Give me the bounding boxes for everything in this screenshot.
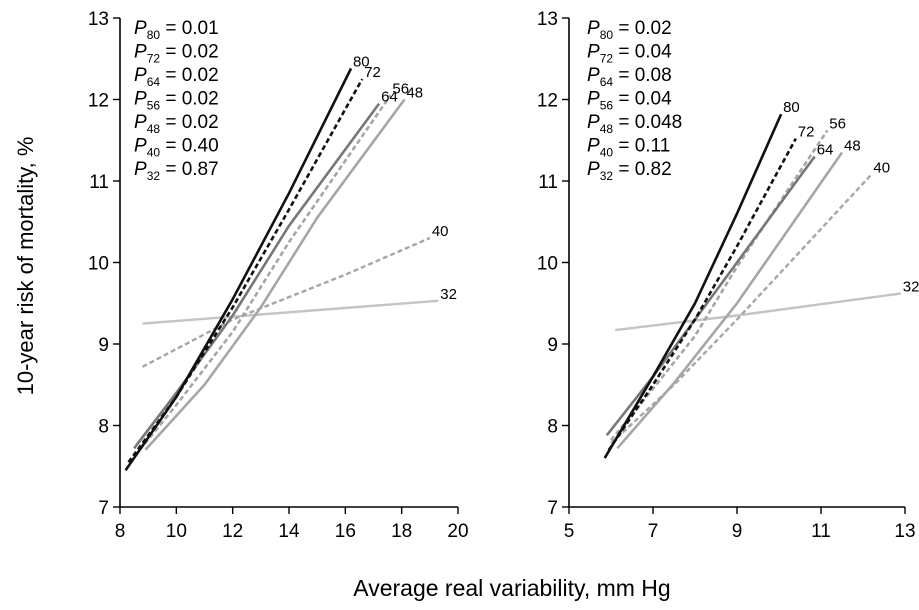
x-tick-label: 9 [732, 521, 743, 542]
x-tick-label: 11 [811, 521, 831, 542]
x-tick-label: 14 [278, 521, 300, 542]
series-line-32 [142, 299, 439, 325]
series-label-32: 32 [903, 278, 919, 295]
x-axis-label: Average real variability, mm Hg [353, 575, 670, 601]
series-label-72: 72 [798, 124, 815, 141]
series-label-48: 48 [844, 137, 861, 154]
series-label-40: 40 [432, 223, 449, 240]
p-value-48: P48 = 0.048 [587, 112, 682, 136]
p-value-56: P56 = 0.04 [587, 89, 672, 113]
x-tick-label: 13 [894, 521, 915, 542]
y-tick-label: 9 [98, 335, 109, 356]
p-value-40: P40 = 0.40 [134, 136, 219, 160]
x-tick-label: 8 [115, 521, 126, 542]
p-value-80: P80 = 0.02 [587, 18, 672, 42]
y-axis-label: 10-year risk of mortality, % [13, 137, 38, 396]
p-value-80: P80 = 0.01 [134, 18, 219, 42]
y-tick-label: 12 [537, 91, 558, 112]
p-value-64: P64 = 0.02 [134, 65, 219, 89]
series-label-56: 56 [829, 115, 846, 132]
x-tick-label: 7 [648, 521, 659, 542]
series-line-48 [616, 151, 844, 450]
series-line-80 [124, 67, 353, 472]
p-value-64: P64 = 0.08 [587, 65, 672, 89]
p-value-40: P40 = 0.11 [587, 136, 670, 160]
series-line-64 [605, 155, 816, 437]
y-tick-label: 7 [547, 498, 558, 519]
series-line-80 [603, 113, 783, 459]
p-value-32: P32 = 0.87 [134, 159, 219, 183]
series-label-64: 64 [817, 142, 834, 159]
series-line-72 [607, 137, 797, 451]
series-label-56: 56 [392, 80, 409, 97]
x-tick-label: 10 [166, 521, 187, 542]
y-tick-label: 8 [547, 417, 558, 438]
series-label-32: 32 [440, 286, 457, 303]
series-line-32 [615, 292, 901, 332]
series-line-64 [133, 102, 381, 450]
series-line-56 [609, 129, 829, 442]
series-line-56 [138, 94, 392, 451]
y-tick-label: 12 [88, 91, 109, 112]
series-line-72 [127, 78, 364, 463]
p-value-72: P72 = 0.04 [587, 42, 672, 66]
series-label-64: 64 [381, 89, 398, 106]
x-tick-label: 16 [335, 521, 356, 542]
series-label-48: 48 [406, 85, 423, 102]
x-tick-label: 18 [391, 521, 412, 542]
series-label-80: 80 [783, 99, 800, 116]
y-tick-label: 11 [538, 172, 558, 193]
series-label-80: 80 [353, 54, 370, 71]
y-tick-label: 8 [98, 417, 109, 438]
p-value-48: P48 = 0.02 [134, 112, 219, 136]
x-tick-label: 12 [222, 521, 243, 542]
series-label-40: 40 [873, 159, 890, 176]
y-tick-label: 13 [88, 9, 109, 30]
series-line-48 [144, 98, 406, 451]
series-line-40 [141, 236, 431, 368]
series-line-40 [610, 173, 873, 445]
y-tick-label: 11 [89, 172, 109, 193]
y-tick-label: 10 [537, 254, 558, 275]
y-tick-label: 9 [547, 335, 558, 356]
y-tick-label: 7 [98, 498, 109, 519]
x-tick-label: 5 [564, 521, 575, 542]
p-value-32: P32 = 0.82 [587, 159, 672, 183]
p-value-72: P72 = 0.02 [134, 42, 219, 66]
series-label-72: 72 [364, 64, 381, 81]
y-tick-label: 10 [88, 254, 109, 275]
x-tick-label: 20 [447, 521, 468, 542]
y-tick-label: 13 [537, 9, 558, 30]
p-value-56: P56 = 0.02 [134, 89, 219, 113]
